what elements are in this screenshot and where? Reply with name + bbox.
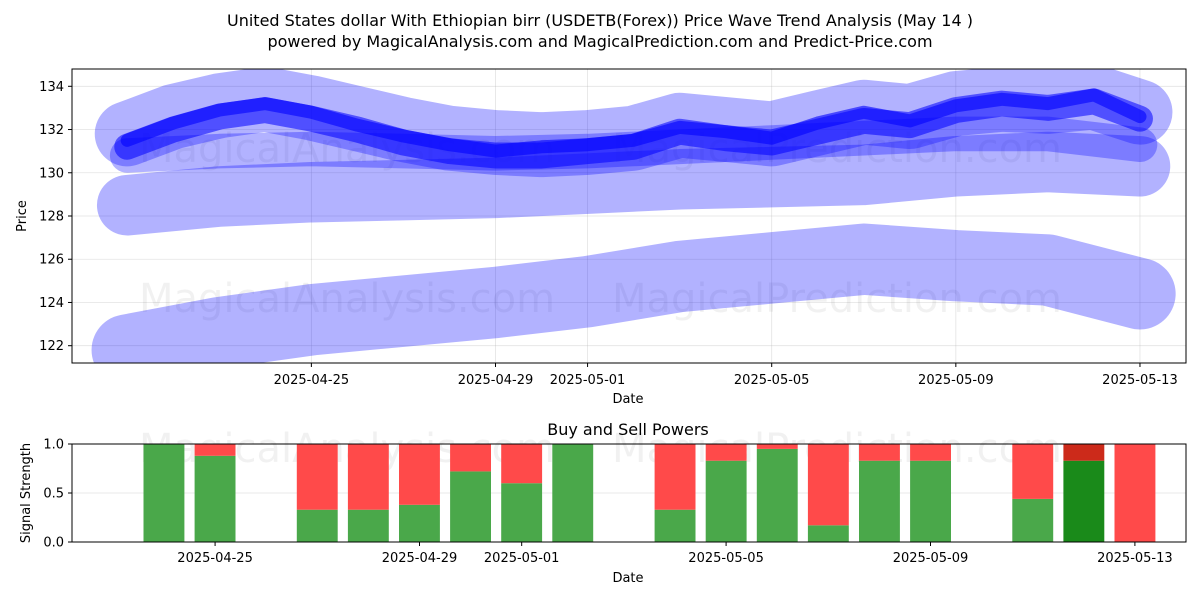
price-y-tick-label: 134 — [39, 80, 64, 95]
buy-bar — [501, 483, 543, 542]
buy-sell-x-tick-label: 2025-05-01 — [484, 551, 560, 566]
price-x-ticks: 2025-04-25 2025-04-29 2025-05-01 2025-05-05… — [274, 363, 1178, 388]
sell-bar — [347, 444, 389, 510]
price-wave-chart: MagicalAnalysis.com MagicalPrediction.co… — [15, 68, 1187, 407]
price-x-tick-label: 2025-05-05 — [734, 373, 810, 388]
buy-bar — [756, 448, 798, 542]
series-low-band — [96, 131, 1171, 236]
sell-bar — [859, 444, 900, 461]
price-y-ticks: 122 124 126 128 130 132 134 — [39, 80, 72, 354]
sell-bar — [1012, 444, 1054, 499]
sell-bar — [296, 444, 338, 510]
buy-sell-x-tick-label: 2025-05-09 — [893, 551, 969, 566]
buy-bar — [347, 509, 389, 542]
chart-subtitle: powered by MagicalAnalysis.com and Magic… — [267, 32, 932, 51]
buy-sell-y-tick-label: 1.0 — [43, 438, 64, 453]
series-core-trend — [120, 88, 1147, 158]
price-y-tick-label: 126 — [39, 253, 64, 268]
buy-sell-title: Buy and Sell Powers — [547, 420, 709, 439]
price-x-label: Date — [612, 392, 643, 407]
buy-bar — [552, 444, 594, 542]
sell-bar — [450, 444, 491, 472]
series-mid-band — [109, 116, 1158, 173]
buy-bar — [910, 460, 951, 542]
sell-bar — [1063, 444, 1105, 461]
price-x-tick-label: 2025-05-13 — [1102, 373, 1178, 388]
price-x-tick-label: 2025-04-29 — [458, 373, 534, 388]
buy-bar — [1063, 460, 1105, 542]
buy-bar — [1012, 498, 1054, 542]
sell-bar — [910, 444, 951, 461]
buy-sell-y-ticks: 0.0 0.5 1.0 — [43, 438, 72, 551]
buy-sell-y-tick-label: 0.5 — [43, 487, 64, 502]
price-x-tick-label: 2025-05-09 — [918, 373, 994, 388]
price-series-group — [91, 69, 1176, 363]
buy-sell-x-label: Date — [612, 571, 643, 586]
price-x-tick-label: 2025-04-25 — [274, 373, 350, 388]
buy-sell-x-ticks: 2025-04-25 2025-04-29 2025-05-01 2025-05-05… — [177, 542, 1173, 566]
price-watermarks: MagicalAnalysis.com MagicalPrediction.co… — [139, 126, 1062, 322]
sell-bar — [501, 444, 543, 484]
buy-sell-x-tick-label: 2025-04-25 — [177, 551, 253, 566]
sell-bar — [399, 444, 440, 505]
buy-sell-bars — [143, 444, 1156, 542]
price-x-tick-label: 2025-05-01 — [550, 373, 626, 388]
buy-bar — [399, 504, 440, 542]
buy-bar — [807, 525, 849, 542]
watermark-prediction-2: MagicalPrediction.com — [612, 276, 1062, 322]
chart-title: United States dollar With Ethiopian birr… — [227, 11, 973, 30]
price-y-tick-label: 132 — [39, 123, 64, 138]
sell-bar — [654, 444, 696, 510]
price-y-tick-label: 124 — [39, 296, 64, 311]
price-y-label: Price — [15, 200, 30, 232]
sell-bar — [1114, 444, 1156, 542]
buy-bar — [450, 471, 491, 542]
price-y-tick-label: 130 — [39, 166, 64, 181]
buy-sell-x-tick-label: 2025-05-13 — [1097, 551, 1173, 566]
price-y-tick-label: 122 — [39, 339, 64, 354]
sell-bar — [807, 444, 849, 526]
buy-sell-x-tick-label: 2025-05-05 — [688, 551, 764, 566]
sell-bar — [194, 444, 236, 456]
sell-bar — [705, 444, 747, 461]
price-y-tick-label: 128 — [39, 210, 64, 225]
price-bands — [91, 69, 1176, 363]
sell-bar — [756, 444, 798, 449]
buy-sell-x-tick-label: 2025-04-29 — [382, 551, 458, 566]
watermark-analysis-2: MagicalAnalysis.com — [139, 276, 555, 322]
series-bottom-band — [91, 223, 1176, 363]
buy-sell-y-label: Signal Strength — [19, 443, 34, 543]
buy-bar — [654, 509, 696, 542]
buy-bar — [194, 455, 236, 542]
buy-bar — [705, 460, 747, 542]
buy-bar — [296, 509, 338, 542]
buy-bar — [859, 460, 900, 542]
buy-sell-y-tick-label: 0.0 — [43, 536, 64, 551]
buy-sell-chart: Buy and Sell Powers MagicalAnalysis.com … — [19, 420, 1187, 586]
buy-bar — [143, 444, 185, 542]
